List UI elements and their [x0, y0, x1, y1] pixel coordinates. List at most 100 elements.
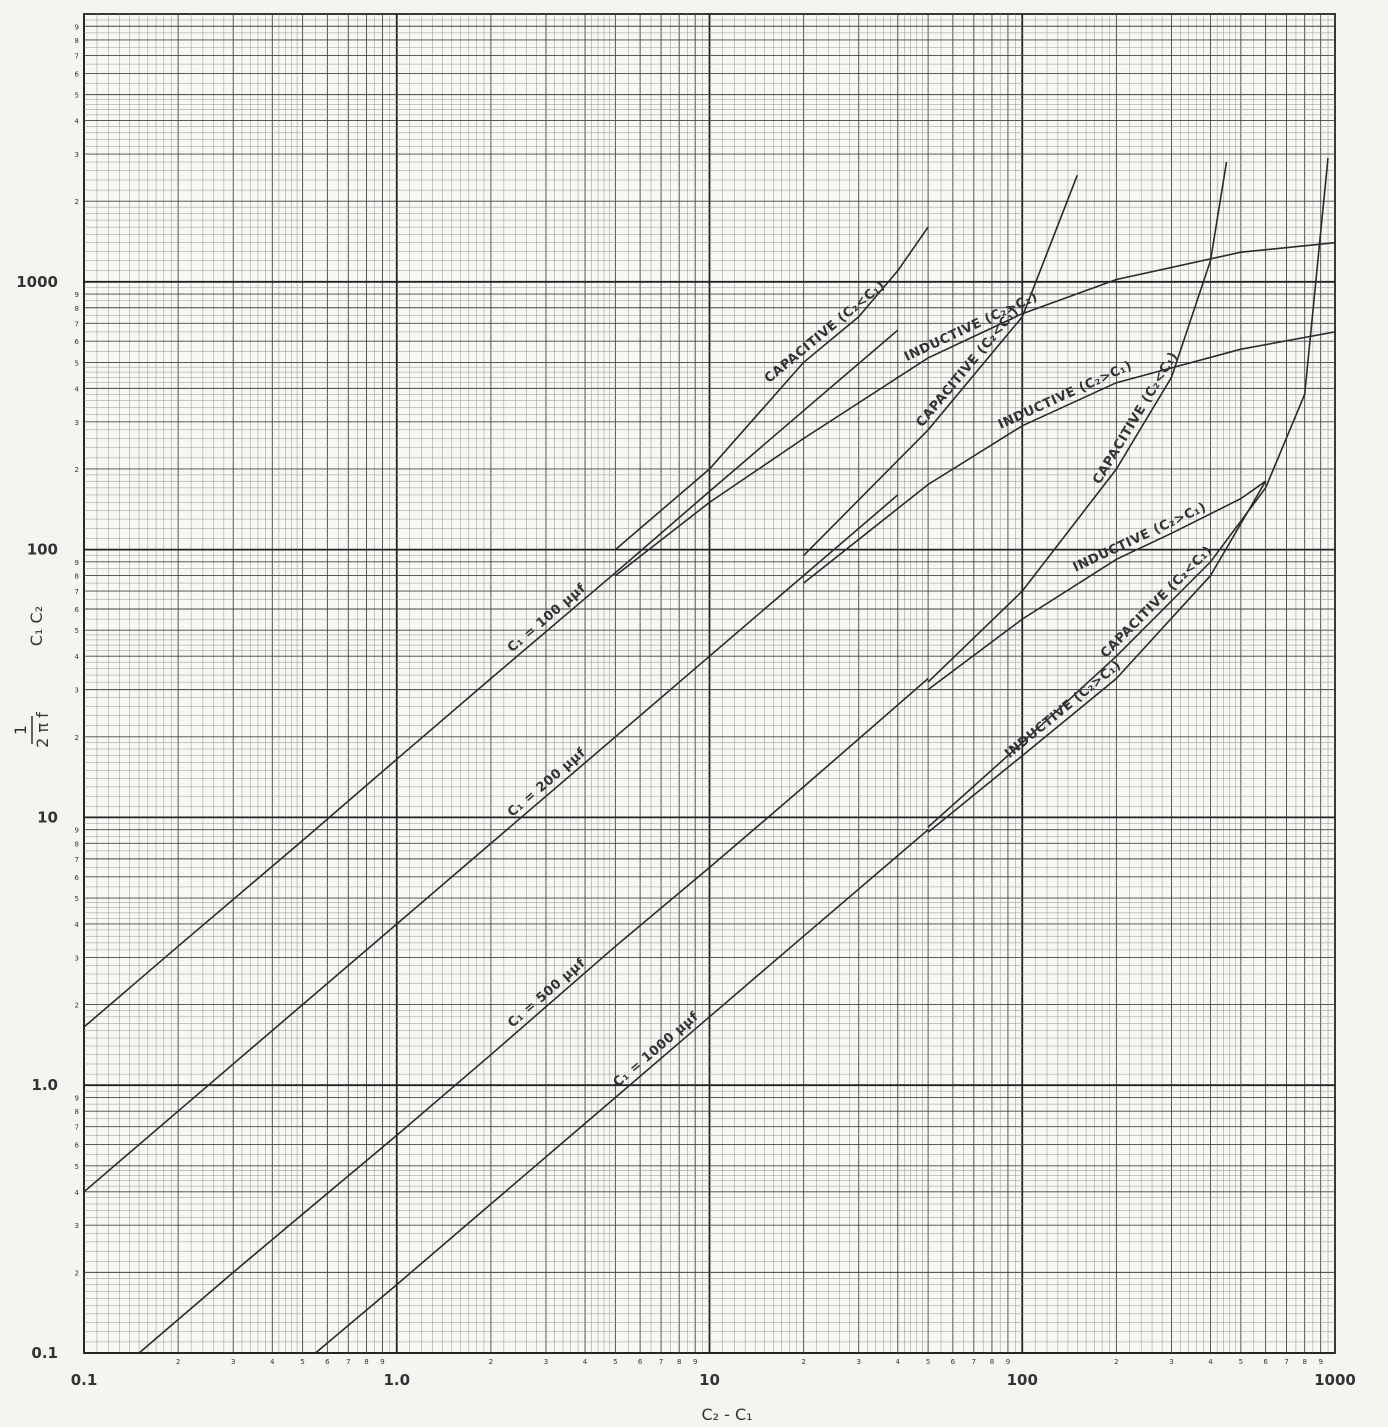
y-minor-tick-label: 8	[75, 305, 79, 313]
y-minor-tick-label: 5	[75, 895, 79, 903]
y-minor-tick-label: 2	[75, 734, 79, 742]
series-line	[138, 677, 929, 1354]
series-line	[927, 161, 1228, 683]
y-minor-tick-label: 9	[75, 1094, 79, 1102]
series-line	[314, 829, 929, 1354]
y-minor-tick-label: 9	[75, 291, 79, 299]
x-minor-tick-label: 4	[583, 1358, 588, 1366]
y-minor-tick-label: 3	[75, 1222, 79, 1230]
x-minor-tick-label: 4	[1208, 1358, 1213, 1366]
x-minor-tick-label: 2	[801, 1358, 805, 1366]
x-minor-tick-label: 9	[380, 1358, 384, 1366]
series-line	[614, 241, 1336, 577]
y-minor-tick-label: 9	[75, 559, 79, 567]
y-minor-tick-label: 9	[75, 23, 79, 31]
x-minor-tick-label: 6	[325, 1358, 330, 1366]
x-axis-label: C₂ - C₁	[701, 1405, 752, 1424]
x-major-tick-label: 1000	[1314, 1371, 1356, 1389]
y-minor-tick-label: 4	[75, 921, 80, 929]
x-minor-tick-label: 9	[1318, 1358, 1322, 1366]
x-minor-tick-label: 5	[926, 1358, 930, 1366]
y-major-tick-label: 100	[27, 541, 58, 559]
y-minor-tick-label: 8	[75, 840, 79, 848]
series-line	[803, 174, 1079, 557]
series-line	[803, 331, 1336, 584]
x-minor-tick-label: 3	[544, 1358, 548, 1366]
series-line	[614, 226, 929, 551]
y-minor-tick-label: 7	[75, 588, 79, 596]
y-minor-tick-label: 3	[75, 419, 79, 427]
y-minor-tick-label: 4	[75, 1189, 80, 1197]
x-minor-tick-label: 9	[1006, 1358, 1010, 1366]
x-minor-tick-label: 2	[489, 1358, 493, 1366]
x-major-tick-label: 1.0	[383, 1371, 410, 1389]
y-minor-tick-label: 2	[75, 466, 79, 474]
y-axis-label: 1 2 π f C₁ C₂	[11, 606, 52, 748]
x-minor-tick-label: 8	[990, 1358, 994, 1366]
y-minor-tick-label: 2	[75, 198, 79, 206]
y-minor-tick-label: 5	[75, 92, 79, 100]
y-minor-tick-label: 9	[75, 827, 79, 835]
y-minor-tick-label: 6	[75, 606, 80, 614]
y-minor-tick-label: 7	[75, 856, 79, 864]
x-minor-tick-label: 8	[1302, 1358, 1306, 1366]
y-minor-tick-label: 8	[75, 573, 79, 581]
x-minor-tick-label: 7	[659, 1358, 663, 1366]
y-axis-label-line-3: C₁ C₂	[27, 606, 46, 646]
y-minor-tick-label: 7	[75, 320, 79, 328]
y-major-tick-label: 10	[37, 808, 58, 826]
series-line	[927, 480, 1267, 691]
curves	[83, 157, 1336, 1354]
y-minor-tick-label: 3	[75, 151, 79, 159]
y-minor-tick-label: 8	[75, 37, 79, 45]
x-minor-tick-label: 2	[1114, 1358, 1118, 1366]
y-minor-tick-label: 2	[75, 1269, 79, 1277]
y-minor-tick-label: 4	[75, 653, 80, 661]
y-minor-tick-label: 6	[75, 1142, 80, 1150]
series-line	[83, 494, 899, 1193]
y-minor-tick-label: 3	[75, 687, 79, 695]
y-minor-tick-label: 5	[75, 627, 79, 635]
x-major-tick-label: 100	[1007, 1371, 1038, 1389]
x-minor-tick-label: 3	[1169, 1358, 1173, 1366]
x-major-tick-label: 0.1	[71, 1371, 98, 1389]
y-minor-tick-label: 4	[75, 118, 80, 126]
x-minor-tick-label: 7	[1284, 1358, 1288, 1366]
x-minor-tick-label: 6	[951, 1358, 956, 1366]
y-axis-label-line-1: 1	[11, 725, 30, 735]
series-line	[927, 157, 1329, 828]
x-minor-tick-label: 9	[693, 1358, 697, 1366]
y-minor-tick-label: 5	[75, 1163, 79, 1171]
y-minor-tick-label: 6	[75, 70, 80, 78]
x-minor-tick-label: 3	[856, 1358, 860, 1366]
x-minor-tick-label: 6	[1263, 1358, 1268, 1366]
y-major-tick-label: 1000	[16, 273, 58, 291]
x-minor-tick-label: 2	[176, 1358, 180, 1366]
tick-labels: 2 3 4 5 6 7 8 9 2 3 4 5 6 7 8 9 2 3 4 5 6 7 8 9 2 3 4 5 6 7 8 9 2 3 4 5 6 7 8 9…	[16, 23, 1356, 1389]
y-axis-label-line-2: 2 π f	[33, 712, 52, 748]
y-minor-tick-label: 7	[75, 52, 79, 60]
x-minor-tick-label: 4	[270, 1358, 275, 1366]
x-minor-tick-label: 8	[677, 1358, 681, 1366]
x-minor-tick-label: 7	[346, 1358, 350, 1366]
y-minor-tick-label: 6	[75, 338, 80, 346]
x-minor-tick-label: 8	[364, 1358, 368, 1366]
x-minor-tick-label: 6	[638, 1358, 643, 1366]
x-minor-tick-label: 4	[896, 1358, 901, 1366]
y-minor-tick-label: 7	[75, 1124, 79, 1132]
y-minor-tick-label: 3	[75, 954, 79, 962]
y-minor-tick-label: 6	[75, 874, 80, 882]
y-minor-tick-label: 4	[75, 385, 80, 393]
y-major-tick-label: 1.0	[31, 1076, 58, 1094]
x-minor-tick-label: 5	[300, 1358, 304, 1366]
grid	[83, 13, 1336, 1354]
x-minor-tick-label: 5	[1239, 1358, 1243, 1366]
series-line	[927, 480, 1267, 833]
y-minor-tick-label: 5	[75, 359, 79, 367]
y-major-tick-label: 0.1	[31, 1344, 58, 1362]
series-line	[83, 329, 899, 1028]
x-minor-tick-label: 5	[613, 1358, 617, 1366]
x-major-tick-label: 10	[699, 1371, 720, 1389]
x-minor-tick-label: 3	[231, 1358, 235, 1366]
